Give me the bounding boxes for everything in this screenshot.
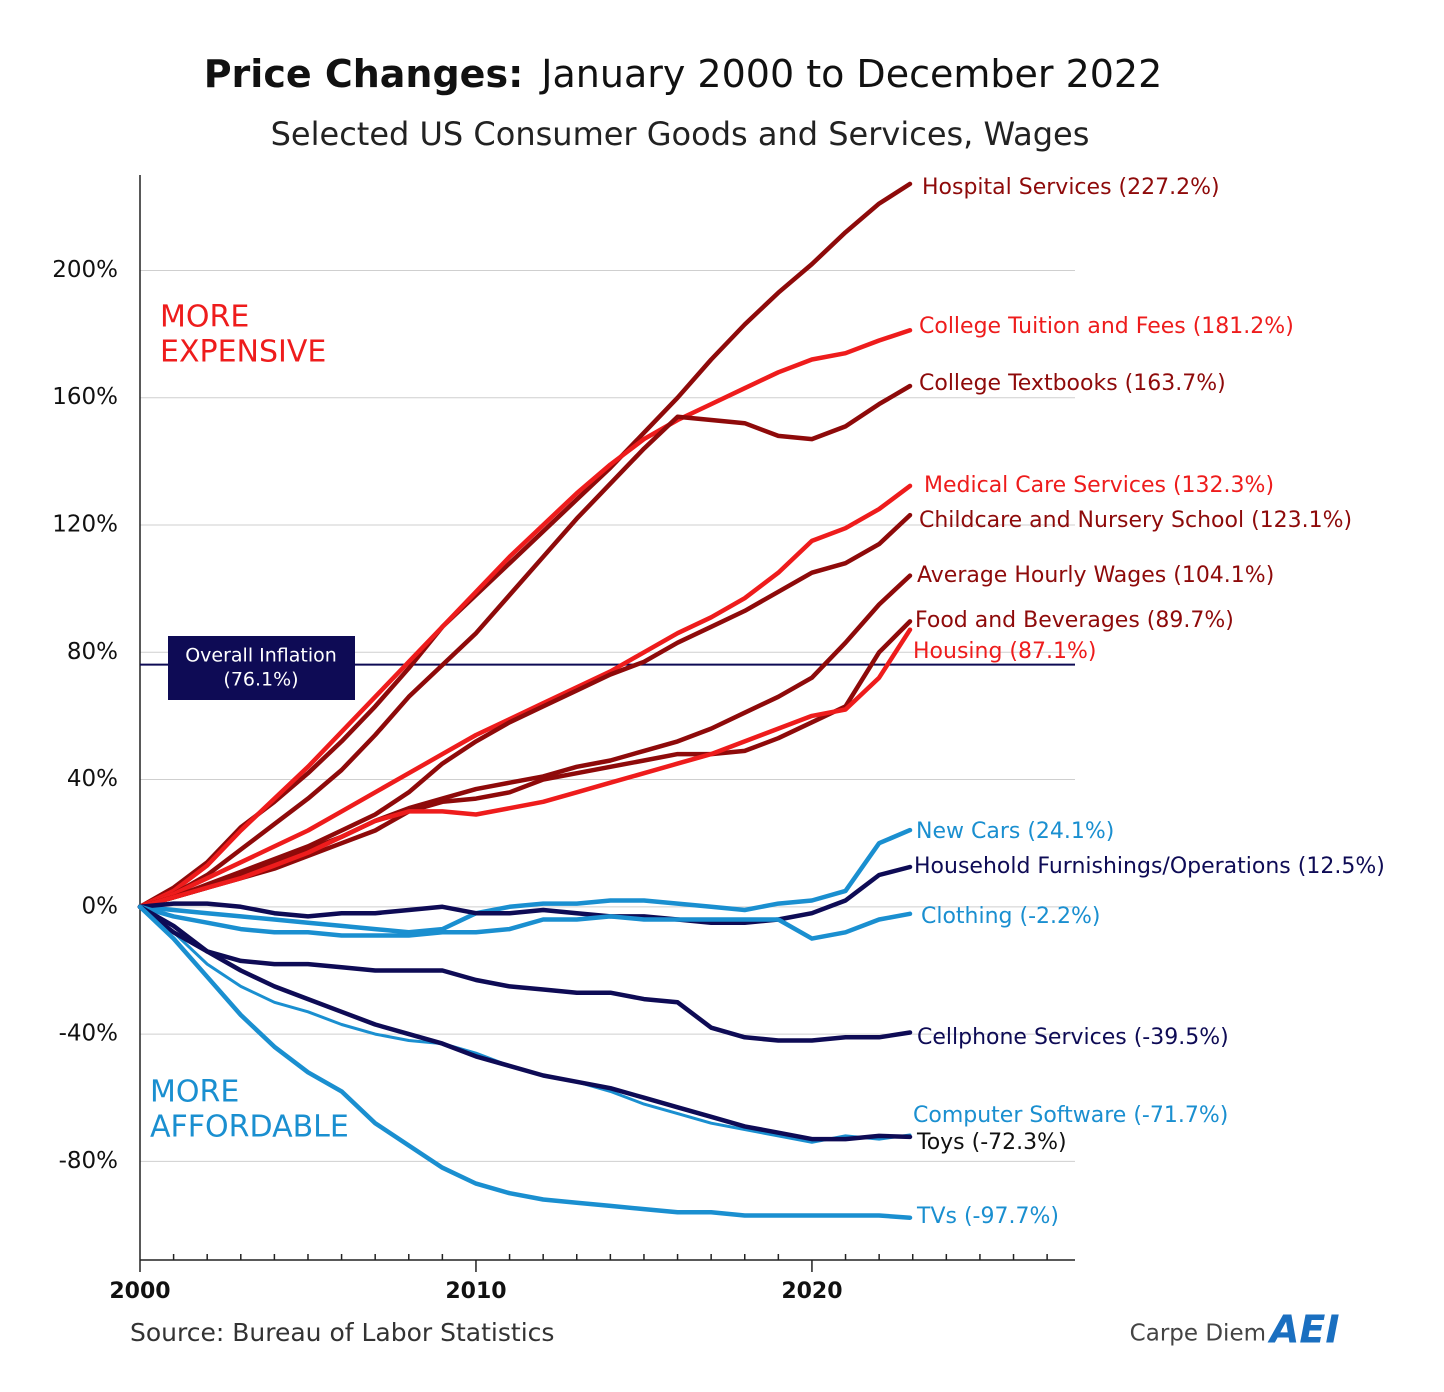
source: Source: Bureau of Labor Statistics	[130, 1318, 554, 1347]
series-line	[137, 827, 913, 935]
annotation: AFFORDABLE	[150, 1110, 349, 1145]
series-line	[137, 512, 913, 910]
series-line	[137, 904, 913, 1142]
series-label: Childcare and Nursery School (123.1%)	[919, 508, 1352, 533]
reference-box	[168, 636, 355, 700]
annotation: MORE	[150, 1075, 239, 1110]
title-detail: January 2000 to December 2022	[539, 52, 1162, 96]
brand: Carpe Diem	[1130, 1321, 1266, 1347]
x-tick-label: 2010	[445, 1279, 506, 1304]
y-tick-label: 120%	[52, 512, 118, 538]
series-line	[137, 864, 913, 925]
y-tick-label: 0%	[82, 893, 119, 919]
reference-label: Overall Inflation	[185, 645, 337, 667]
series-label: Toys (-72.3%)	[916, 1130, 1067, 1155]
x-tick-label: 2000	[109, 1279, 170, 1304]
series-label: Clothing (-2.2%)	[921, 904, 1101, 929]
chart-subtitle: Selected US Consumer Goods and Services,…	[271, 115, 1090, 153]
series-line	[138, 905, 912, 1144]
series-label: College Textbooks (163.7%)	[919, 371, 1226, 396]
series-label: Food and Beverages (89.7%)	[915, 608, 1234, 633]
series-line	[137, 904, 913, 941]
annotation: MORE	[160, 300, 249, 335]
y-tick-label: 160%	[52, 384, 118, 410]
y-tick-label: 40%	[67, 766, 118, 792]
series-line	[137, 573, 913, 910]
y-tick-label: -40%	[59, 1021, 118, 1047]
series-label: Cellphone Services (-39.5%)	[917, 1025, 1229, 1050]
series-line	[137, 627, 913, 910]
series-label: Average Hourly Wages (104.1%)	[917, 563, 1274, 588]
chart-title: Price Changes: January 2000 to December 2…	[204, 52, 1163, 96]
series-label: TVs (-97.7%)	[916, 1204, 1059, 1229]
x-tick-label: 2020	[781, 1279, 842, 1304]
y-tick-label: 80%	[67, 639, 118, 665]
series-line	[137, 904, 913, 1220]
series-label: Household Furnishings/Operations (12.5%)	[914, 854, 1385, 879]
title-main: Price Changes:	[204, 52, 524, 96]
series-line	[137, 383, 913, 910]
y-tick-label: 200%	[52, 257, 118, 283]
series-line	[137, 483, 913, 910]
series-line	[137, 619, 913, 910]
series-line	[137, 328, 913, 910]
series-label: Hospital Services (227.2%)	[922, 175, 1220, 200]
series-label: Housing (87.1%)	[913, 639, 1096, 664]
series-label: Computer Software (-71.7%)	[913, 1103, 1228, 1128]
series-label: Medical Care Services (132.3%)	[924, 473, 1274, 498]
reference-label: (76.1%)	[223, 669, 298, 691]
logo: AEI	[1267, 1308, 1340, 1352]
series-line	[137, 181, 913, 910]
y-tick-label: -80%	[59, 1148, 118, 1174]
series-label: College Tuition and Fees (181.2%)	[919, 314, 1294, 339]
annotation: EXPENSIVE	[160, 335, 326, 370]
series-label: New Cars (24.1%)	[916, 819, 1114, 844]
series-line	[137, 904, 913, 1043]
